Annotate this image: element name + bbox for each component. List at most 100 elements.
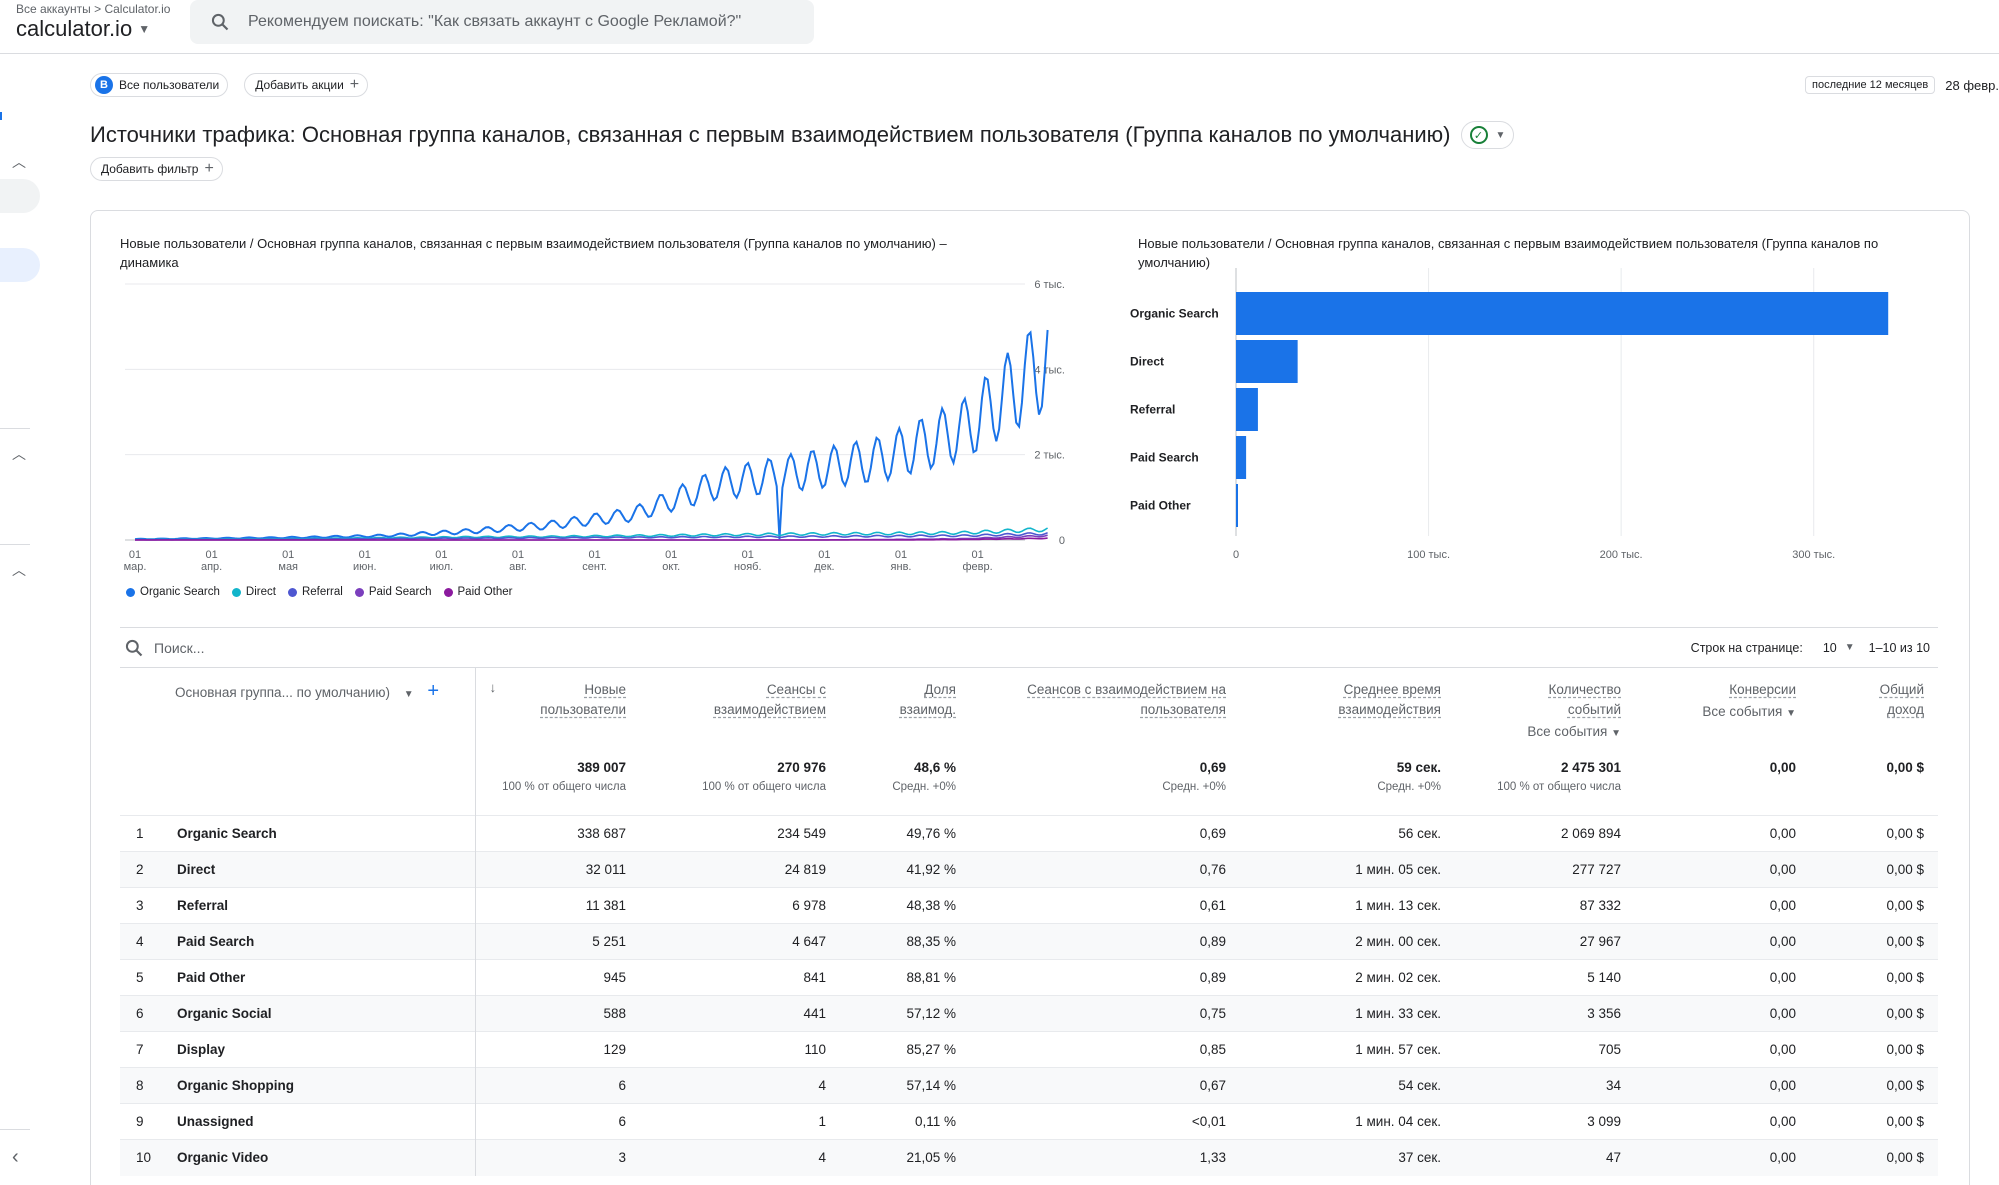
col-new-users[interactable]: ↓ Новые пользователи xyxy=(475,667,640,756)
col-event-count[interactable]: Количество событий Все события ▼ xyxy=(1455,667,1635,756)
totals-value: 59 сек. xyxy=(1396,759,1441,775)
metric-cell: 0,75 xyxy=(970,995,1240,1032)
series-line-paid-other[interactable] xyxy=(135,537,1048,541)
table-row[interactable]: 9 Unassigned 6 1 0,11 % <0,01 1 мин. 04 сек. 3 … xyxy=(120,1103,1938,1140)
bar-chart[interactable]: 0 100 тыс. 200 тыс. 300 тыс. Organic Search D… xyxy=(1130,268,1950,578)
table-search[interactable]: Поиск... Строк на странице: 10 ▼ 1–10 из… xyxy=(120,627,1938,667)
table-row[interactable]: 8 Organic Shopping 6 4 57,14 % 0,67 54 сек. 34 0… xyxy=(120,1067,1938,1104)
totals-subtext: 100 % от общего числа xyxy=(702,780,826,793)
segment-chip-all-users[interactable]: B Все пользователи xyxy=(90,73,229,97)
report-status-dropdown[interactable]: ✓ ▼ xyxy=(1460,121,1515,149)
search-input[interactable]: Рекомендуем поискать: "Как связать аккау… xyxy=(190,0,814,44)
add-comparison-button[interactable]: Добавить акции + xyxy=(244,73,369,97)
totals-subtext: 100 % от общего числа xyxy=(1497,780,1621,793)
add-filter-button[interactable]: Добавить фильтр + xyxy=(90,157,223,181)
bar-x-tick-label: 200 тыс. xyxy=(1600,549,1643,561)
chevron-down-icon[interactable]: ▼ xyxy=(403,689,414,700)
search-placeholder: Рекомендуем поискать: "Как связать аккау… xyxy=(248,13,742,30)
add-dimension-icon[interactable]: + xyxy=(427,680,440,702)
metric-cell: 0,00 xyxy=(1635,1031,1810,1068)
plus-icon: + xyxy=(204,160,214,177)
col-conversions[interactable]: Конверсии Все события ▼ xyxy=(1635,667,1810,756)
sort-arrow-icon[interactable]: ↓ xyxy=(489,680,497,695)
breadcrumb-child[interactable]: Calculator.io xyxy=(104,2,171,16)
row-name: Organic Video xyxy=(177,1150,269,1166)
metric-cell: 1 мин. 33 сек. xyxy=(1240,995,1455,1032)
segment-row: B Все пользователи Добавить акции + xyxy=(90,73,369,97)
metric-cell: 588 xyxy=(475,995,640,1032)
rows-per-page-select[interactable]: 10 ▼ xyxy=(1823,641,1855,655)
page-title: Источники трафика: Основная группа канал… xyxy=(90,121,1515,149)
metric-cell: 0,76 xyxy=(970,851,1240,888)
date-range-picker[interactable]: последние 12 месяцев 28 февр. xyxy=(1805,76,1999,94)
col-label-1: Общий xyxy=(1879,682,1924,697)
table-row[interactable]: 1 Organic Search 338 687 234 549 49,76 % 0,69… xyxy=(120,815,1938,852)
table-body: 389 007 100 % от общего числа 270 976 100 %… xyxy=(120,755,1938,1176)
metric-cell: 2 069 894 xyxy=(1455,815,1635,852)
table-row[interactable]: 5 Paid Other 945 841 88,81 % 0,89 2 мин. 02 се… xyxy=(120,959,1938,996)
breadcrumb[interactable]: Все аккаунты > Calculator.io xyxy=(16,2,170,16)
table-row[interactable]: 2 Direct 32 011 24 819 41,92 % 0,76 1 мин. 05 … xyxy=(120,851,1938,888)
col-sessions-per-user[interactable]: Сеансов с взаимодействием на пользовател… xyxy=(970,667,1240,756)
metric-cell: 85,27 % xyxy=(840,1031,970,1068)
col-avg-engagement-time[interactable]: Среднее время взаимодействия xyxy=(1240,667,1455,756)
col-label-1: Сеансов с взаимодействием на xyxy=(1027,682,1226,697)
bar-x-tick-label: 100 тыс. xyxy=(1407,549,1450,561)
event-filter-dropdown[interactable]: Все события ▼ xyxy=(1469,724,1621,739)
legend-item[interactable]: Direct xyxy=(231,586,276,598)
check-circle-icon: ✓ xyxy=(1469,126,1488,144)
bar-referral[interactable] xyxy=(1236,388,1258,431)
row-index: 1 xyxy=(136,826,144,841)
table-search-placeholder: Поиск... xyxy=(154,639,205,656)
metric-cell: 0,00 xyxy=(1635,815,1810,852)
date-range-label: последние 12 месяцев xyxy=(1805,76,1936,94)
top-bar: Все аккаунты > Calculator.io calculator.… xyxy=(0,0,1999,54)
chevron-up-icon[interactable]: ︿ xyxy=(12,446,26,462)
metric-cell: 0,00 xyxy=(1635,1103,1810,1140)
line-chart[interactable]: 6 тыс.4 тыс.2 тыс.001мар.01апр.01мая01ию… xyxy=(120,270,1090,582)
line-chart-title-line2: динамика xyxy=(120,255,179,270)
collapse-chevron-left-icon[interactable]: ‹ xyxy=(12,1146,19,1168)
metric-cell: 0,00 xyxy=(1635,851,1810,888)
col-engagement-rate[interactable]: Доля взаимод. xyxy=(840,667,970,756)
table-row[interactable]: 4 Paid Search 5 251 4 647 88,35 % 0,89 2 мин. … xyxy=(120,923,1938,960)
bar-x-tick-label: 0 xyxy=(1233,549,1239,561)
x-tick-label: янв. xyxy=(891,561,912,573)
rail-item-active[interactable] xyxy=(0,248,40,282)
conversion-filter-dropdown[interactable]: Все события ▼ xyxy=(1649,704,1796,719)
series-line-organic-search[interactable] xyxy=(134,329,1049,541)
metric-cell: 0,00 $ xyxy=(1810,1067,1938,1104)
chevron-up-icon[interactable]: ︿ xyxy=(12,154,26,170)
account-selector[interactable]: calculator.io ▼ xyxy=(16,16,150,42)
col-label-1: Доля xyxy=(924,682,956,697)
breadcrumb-root[interactable]: Все аккаунты xyxy=(16,2,91,16)
totals-row: 389 007 100 % от общего числа 270 976 100 %… xyxy=(120,755,1938,816)
legend-item[interactable]: Organic Search xyxy=(126,586,220,598)
table-row[interactable]: 6 Organic Social 588 441 57,12 % 0,75 1 мин. 3… xyxy=(120,995,1938,1032)
totals-cell: 0,69 Средн. +0% xyxy=(970,756,1240,816)
dimension-cell: 3 Referral xyxy=(120,887,476,924)
bar-paid-search[interactable] xyxy=(1236,436,1247,479)
legend-item[interactable]: Paid Search xyxy=(354,586,432,598)
metric-cell: 24 819 xyxy=(640,851,840,888)
x-tick-label: апр. xyxy=(201,561,222,573)
metric-cell: 1 xyxy=(640,1103,840,1140)
x-tick-label: дек. xyxy=(814,561,834,573)
metric-cell: 0,00 xyxy=(1635,923,1810,960)
chevron-up-icon[interactable]: ︿ xyxy=(12,562,26,578)
legend-item[interactable]: Referral xyxy=(287,586,343,598)
bar-paid-other[interactable] xyxy=(1236,484,1238,527)
bar-organic-search[interactable] xyxy=(1236,292,1889,335)
bar-direct[interactable] xyxy=(1236,340,1298,383)
table-row[interactable]: 10 Organic Video 3 4 21,05 % 1,33 37 сек. 47 0,0… xyxy=(120,1139,1938,1176)
rail-item-selected[interactable] xyxy=(0,179,40,213)
x-tick-label: мар. xyxy=(124,561,147,573)
table-row[interactable]: 3 Referral 11 381 6 978 48,38 % 0,61 1 мин. 13… xyxy=(120,887,1938,924)
col-label-2: пользователя xyxy=(1140,702,1227,717)
line-chart-legend: Organic Search Direct Referral Paid Search P… xyxy=(126,586,512,598)
dimension-header[interactable]: Основная группа... по умолчанию) ▼ + xyxy=(120,667,476,756)
table-row[interactable]: 7 Display 129 110 85,27 % 0,85 1 мин. 57 сек. 7… xyxy=(120,1031,1938,1068)
col-total-revenue[interactable]: Общий доход xyxy=(1810,667,1938,756)
legend-item[interactable]: Paid Other xyxy=(443,586,512,598)
col-engaged-sessions[interactable]: Сеансы с взаимодействием xyxy=(640,667,840,756)
